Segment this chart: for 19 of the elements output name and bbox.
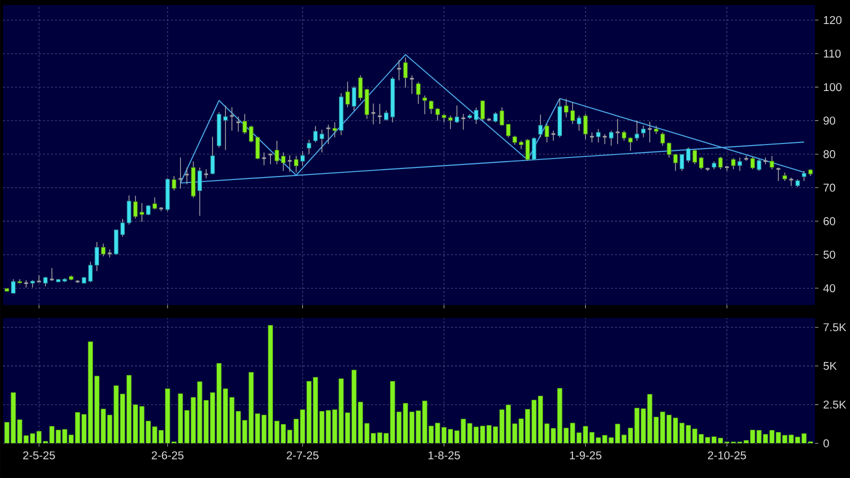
x-tick-label: 2-10-25	[708, 451, 746, 460]
y-tick-label: 110	[824, 50, 841, 58]
x-tick-label: 2-7-25	[286, 451, 319, 460]
y-tick-label: 50	[824, 250, 836, 259]
x-tick-label: 1-9-25	[570, 451, 602, 460]
y-tick-label: 60	[824, 217, 836, 226]
x-tick-label: 2-5-25	[23, 451, 55, 460]
y-tick-label: 70	[824, 184, 836, 192]
y-tick-label: 100	[824, 83, 842, 92]
y-tick-label: 0	[823, 439, 829, 448]
y-tick-label: 2.5K	[824, 400, 846, 409]
y-tick-label: 7.5K	[824, 323, 846, 332]
y-tick-label: 120	[824, 16, 842, 24]
x-tick-label: 2-6-25	[152, 451, 184, 460]
y-tick-label: 80	[824, 150, 836, 158]
x-tick-label: 1-8-25	[428, 451, 460, 460]
y-tick-label: 90	[824, 116, 836, 125]
y-tick-label: 5K	[824, 362, 837, 370]
y-tick-label: 40	[823, 284, 836, 292]
